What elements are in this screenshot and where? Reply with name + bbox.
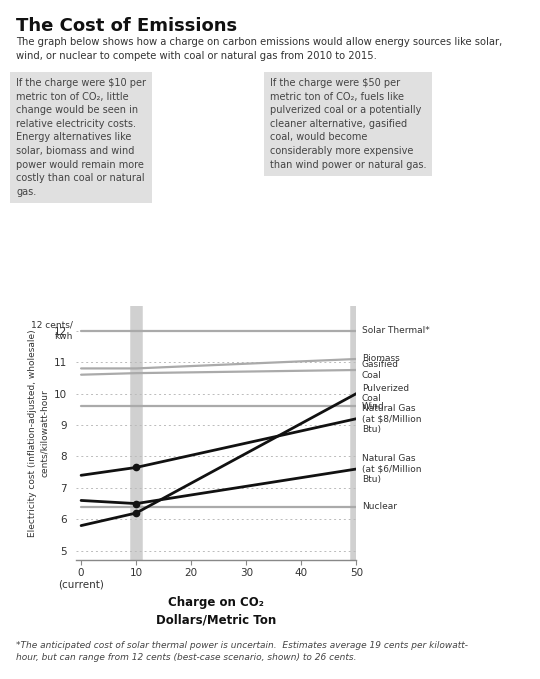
Text: If the charge were $50 per
metric ton of CO₂, fuels like
pulverized coal or a po: If the charge were $50 per metric ton of…: [270, 78, 427, 170]
Text: The Cost of Emissions: The Cost of Emissions: [16, 17, 237, 35]
Text: Natural Gas
(at $6/Million
Btu): Natural Gas (at $6/Million Btu): [362, 454, 421, 484]
Text: *The anticipated cost of solar thermal power is uncertain.  Estimates average 19: *The anticipated cost of solar thermal p…: [16, 641, 468, 662]
Text: The graph below shows how a charge on carbon emissions would allow energy source: The graph below shows how a charge on ca…: [16, 37, 502, 61]
Text: Pulverized
Coal: Pulverized Coal: [362, 384, 409, 403]
Text: Solar Thermal*: Solar Thermal*: [362, 326, 430, 335]
Text: If the charge were $10 per
metric ton of CO₂, little
change would be seen in
rel: If the charge were $10 per metric ton of…: [16, 78, 146, 197]
Text: Gasified
Coal: Gasified Coal: [362, 361, 399, 380]
X-axis label: Charge on CO₂
Dollars/Metric Ton: Charge on CO₂ Dollars/Metric Ton: [156, 596, 276, 626]
Y-axis label: Electricity cost (inflation-adjusted, wholesale)
cents/kilowatt-hour: Electricity cost (inflation-adjusted, wh…: [29, 329, 49, 536]
Text: Natural Gas
(at $8/Million
Btu): Natural Gas (at $8/Million Btu): [362, 404, 421, 434]
Text: Biomass: Biomass: [362, 354, 400, 363]
Text: Nuclear: Nuclear: [362, 502, 397, 511]
Text: 12 cents/
kwh: 12 cents/ kwh: [31, 320, 73, 341]
Text: Wind: Wind: [362, 402, 384, 411]
